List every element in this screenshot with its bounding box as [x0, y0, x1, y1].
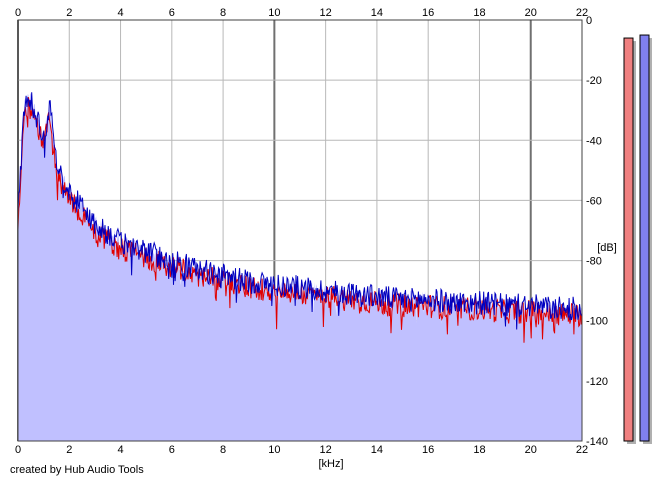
x-tick-label-bottom: 22: [576, 444, 588, 456]
y-tick-label: -80: [586, 256, 602, 268]
series-line-blue: [17, 92, 583, 330]
x-tick-labels-bottom: 0 2 4 6 8 10 12 14 16 18 20 22: [15, 444, 588, 456]
x-tick-label-top: 16: [422, 7, 434, 19]
credit-text: created by Hub Audio Tools: [10, 464, 144, 476]
x-tick-label-top: 14: [371, 7, 383, 19]
level-meters: [623, 34, 652, 445]
x-tick-label-bottom: 4: [117, 444, 123, 456]
y-tick-labels: 0 -20 -40 -60 -80 -100 -120 -140: [586, 15, 608, 448]
x-tick-label-bottom: 20: [525, 444, 537, 456]
spectrum-series: [17, 92, 583, 343]
y-tick-label: -120: [586, 376, 608, 388]
y-tick-label: -100: [586, 316, 608, 328]
x-tick-label-bottom: 2: [66, 444, 72, 456]
x-tick-label-top: 10: [268, 7, 280, 19]
x-tick-label-top: 8: [220, 7, 226, 19]
x-tick-label-bottom: 10: [268, 444, 280, 456]
y-axis-label: [dB]: [597, 242, 617, 254]
x-tick-label-top: 22: [576, 7, 588, 19]
plot-frame: [17, 19, 583, 442]
x-tick-label-top: 0: [15, 7, 21, 19]
plot-border: [17, 19, 583, 442]
y-tick-label: -40: [586, 135, 602, 147]
x-tick-label-top: 2: [66, 7, 72, 19]
x-tick-labels-top: 0 2 4 6 8 10 12 14 16 18 20 22: [15, 7, 588, 19]
spectrum-fill-area: [18, 92, 582, 441]
x-tick-label-bottom: 14: [371, 444, 383, 456]
y-tick-label: 0: [586, 15, 592, 27]
x-tick-label-bottom: 0: [15, 444, 21, 456]
x-tick-label-top: 12: [320, 7, 332, 19]
x-axis-label: [kHz]: [318, 458, 343, 470]
x-tick-label-top: 20: [525, 7, 537, 19]
level-meter-bar: [639, 34, 650, 442]
x-tick-label-bottom: 18: [473, 444, 485, 456]
y-tick-label: -60: [586, 195, 602, 207]
x-tick-label-bottom: 12: [320, 444, 332, 456]
x-tick-label-top: 18: [473, 7, 485, 19]
y-tick-label: -140: [586, 436, 608, 448]
x-tick-label-top: 4: [117, 7, 123, 19]
x-tick-label-top: 6: [169, 7, 175, 19]
spectrum-fill: [18, 92, 582, 441]
x-tick-label-bottom: 6: [169, 444, 175, 456]
x-tick-label-bottom: 16: [422, 444, 434, 456]
level-meter-bar: [623, 37, 634, 442]
x-tick-label-bottom: 8: [220, 444, 226, 456]
y-tick-label: -20: [586, 75, 602, 87]
